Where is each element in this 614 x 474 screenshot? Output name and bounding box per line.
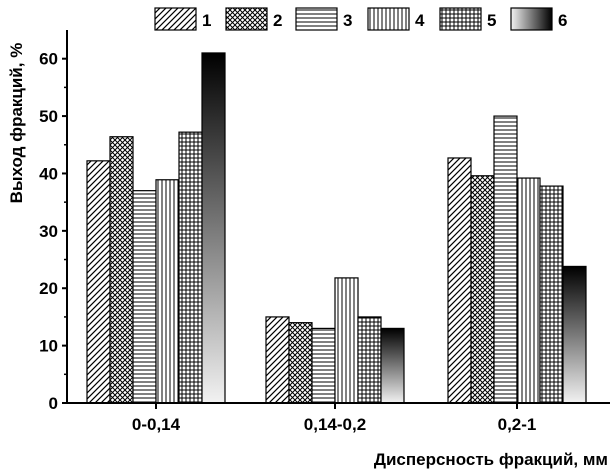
- bar-series-5-cat-3: [539, 185, 564, 404]
- bar-series-1-cat-1: [86, 160, 111, 404]
- bar-series-1-cat-2: [265, 316, 290, 404]
- bar-series-4-cat-2: [334, 277, 359, 404]
- bar-series-6-cat-2: [380, 327, 405, 404]
- bar-series-3-cat-1: [132, 190, 157, 404]
- bar-series-1-cat-3: [447, 157, 472, 404]
- bar-series-5-cat-1: [178, 131, 203, 404]
- bar-series-5-cat-2: [357, 316, 382, 404]
- y-tick-label: 0: [49, 394, 58, 413]
- legend-label-5: 5: [487, 11, 496, 30]
- legend-label-4: 4: [415, 11, 425, 30]
- y-tick-label: 50: [39, 107, 58, 126]
- axes-group: 0 10 20 30 40 50 60 0-0,14 0,14-0,2 0,2-1: [39, 30, 610, 434]
- y-tick-label: 10: [39, 337, 58, 356]
- y-tick-label: 40: [39, 164, 58, 183]
- bar-series-2-cat-2: [288, 322, 313, 404]
- x-category-label: 0,2-1: [498, 415, 537, 434]
- legend-swatch-1: [154, 7, 197, 31]
- legend-label-3: 3: [343, 11, 352, 30]
- y-tick-label: 30: [39, 222, 58, 241]
- bar-series-2-cat-1: [109, 136, 134, 404]
- bar-series-2-cat-3: [470, 175, 495, 404]
- legend-swatch-2: [225, 7, 268, 31]
- legend-label-1: 1: [202, 11, 211, 30]
- bar-series-4-cat-1: [155, 179, 180, 404]
- legend-swatch-5: [439, 7, 482, 31]
- bar-series-4-cat-3: [516, 177, 541, 404]
- x-category-label: 0,14-0,2: [304, 415, 366, 434]
- legend-label-2: 2: [273, 11, 282, 30]
- legend-swatch-6: [510, 7, 553, 31]
- x-axis-title: Дисперсность фракций, мм: [374, 450, 608, 469]
- y-tick-label: 20: [39, 279, 58, 298]
- x-category-label: 0-0,14: [132, 415, 181, 434]
- legend-label-6: 6: [558, 11, 567, 30]
- y-tick-label: 60: [39, 50, 58, 69]
- bar-series-3-cat-3: [493, 115, 518, 404]
- bars-group: [86, 52, 587, 404]
- legend-swatch-3: [295, 7, 338, 31]
- legend-swatch-4: [367, 7, 410, 31]
- bar-series-6-cat-3: [562, 265, 587, 404]
- bar-series-6-cat-1: [201, 52, 226, 404]
- legend: 1 2 3 4 5 6: [154, 7, 567, 31]
- bar-series-3-cat-2: [311, 327, 336, 404]
- y-axis-title: Выход фракций, %: [7, 43, 26, 204]
